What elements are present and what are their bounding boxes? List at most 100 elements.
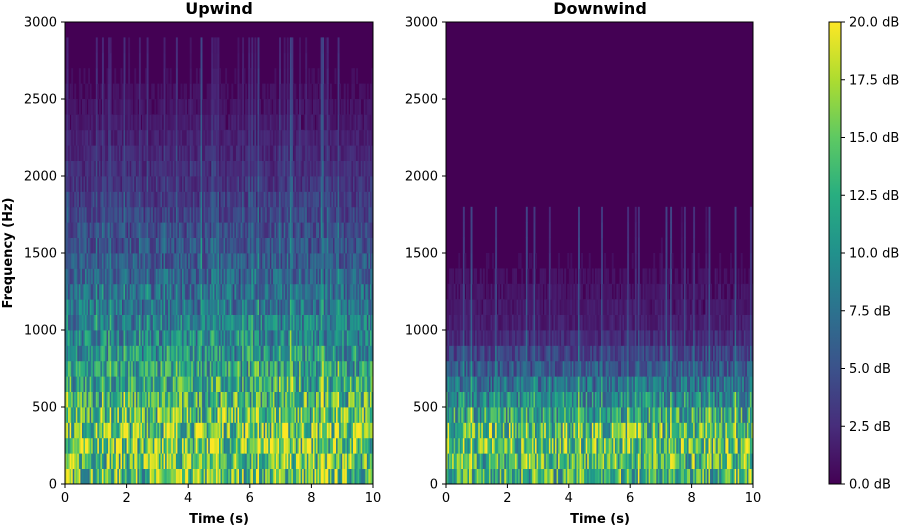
spectrogram-cell: [215, 160, 218, 177]
spectrogram-cell: [362, 422, 365, 439]
spectrogram-cell: [69, 422, 72, 439]
spectrogram-cell: [300, 437, 303, 454]
spectrogram-cell: [175, 345, 178, 362]
spectrogram-cell: [285, 145, 288, 161]
spectrogram-cell: [85, 253, 87, 269]
spectrogram-cell: [148, 407, 151, 423]
spectrogram-cell: [197, 360, 200, 377]
spectrogram-cell: [266, 206, 269, 223]
spectrogram-cell: [132, 453, 135, 469]
spectrogram-cell: [265, 468, 268, 484]
spectrogram-cell: [360, 129, 363, 146]
spectrogram-cell: [289, 345, 292, 362]
spectrogram-cell: [191, 453, 194, 469]
spectrogram-cell: [195, 360, 198, 377]
spectrogram-cell: [182, 468, 184, 484]
spectrogram-cell: [274, 191, 277, 208]
spectrogram-cell: [243, 145, 246, 161]
spectrogram-cell: [205, 99, 208, 115]
spectrogram-cell: [182, 407, 184, 423]
spectrogram-cell: [369, 437, 372, 454]
spectrogram-cell: [169, 206, 172, 223]
spectrogram-cell: [220, 360, 223, 377]
spectrogram-cell: [322, 407, 325, 423]
spectrogram-cell: [252, 437, 255, 454]
spectrogram-cell: [248, 253, 251, 269]
spectrogram-cell: [222, 453, 225, 469]
spectrogram-cell: [254, 345, 257, 362]
spectrogram-cell: [214, 453, 217, 469]
spectrogram-cell: [268, 376, 271, 392]
spectrogram-cell: [178, 176, 181, 192]
spectrogram-cell: [160, 314, 163, 331]
spectrogram-cell: [262, 360, 265, 377]
spectrogram-cell: [266, 268, 269, 285]
spectrogram-cell: [180, 237, 183, 254]
spectrogram-cell: [91, 391, 94, 408]
spectrogram-cell: [234, 268, 237, 285]
spectrogram-cell: [165, 253, 168, 269]
spectrogram-cell: [168, 268, 171, 285]
spectrogram-cell: [220, 253, 223, 269]
spectrogram-cell: [100, 407, 103, 423]
spectrogram-cell: [317, 422, 320, 439]
spectrogram-cell: [279, 99, 281, 115]
spectrogram-cell: [197, 237, 200, 254]
spectrogram-cell: [300, 191, 303, 208]
spectrogram-cell: [222, 206, 225, 223]
spectrogram-cell: [346, 99, 349, 115]
spectrogram-cell: [91, 407, 94, 423]
spectrogram-cell: [297, 253, 300, 269]
spectrogram-cell: [98, 407, 101, 423]
spectrogram-cell: [195, 314, 198, 331]
spectrogram-cell: [165, 206, 168, 223]
spectrogram-cell: [140, 407, 143, 423]
spectrogram-cell: [191, 422, 194, 439]
spectrogram-cell: [185, 176, 188, 192]
spectrogram-cell: [115, 391, 118, 408]
spectrogram-cell: [89, 253, 92, 269]
spectrogram-cell: [125, 268, 127, 285]
spectrogram-cell: [118, 206, 121, 223]
spectrogram-cell: [356, 160, 358, 177]
spectrogram-cell: [149, 191, 152, 208]
spectrogram-cell: [291, 176, 294, 192]
spectrogram-cell: [243, 268, 246, 285]
spectrogram-cell: [112, 314, 115, 331]
spectrogram-cell: [71, 299, 74, 315]
spectrogram-cell: [339, 191, 342, 208]
spectrogram-cell: [134, 345, 137, 362]
spectrogram-cell: [332, 360, 335, 377]
spectrogram-cell: [342, 422, 345, 439]
spectrogram-cell: [332, 468, 335, 484]
spectrogram-cell: [125, 222, 127, 238]
spectrogram-cell: [357, 360, 360, 377]
spectrogram-cell: [149, 268, 152, 285]
spectrogram-cell: [332, 145, 335, 161]
spectrogram-cell: [309, 299, 312, 315]
spectrogram-cell: [343, 160, 346, 177]
spectrogram-cell: [349, 145, 352, 161]
spectrogram-cell: [231, 283, 234, 300]
spectrogram-cell: [349, 114, 352, 131]
spectrogram-cell: [262, 160, 265, 177]
spectrogram-cell: [205, 330, 208, 346]
spectrogram-cell: [286, 437, 289, 454]
spectrogram-cell: [312, 453, 315, 469]
spectrogram-cell: [240, 299, 243, 315]
spectrogram-cell: [337, 145, 340, 161]
spectrogram-cell: [118, 283, 121, 300]
spectrogram-cell: [362, 129, 365, 146]
spectrogram-cell: [259, 437, 261, 454]
spectrogram-cell: [217, 330, 220, 346]
spectrogram-cell: [140, 376, 143, 392]
spectrogram-cell: [346, 376, 349, 392]
spectrogram-cell: [191, 314, 194, 331]
spectrogram-cell: [362, 360, 365, 377]
spectrogram-cell: [98, 391, 101, 408]
spectrogram-cell: [291, 330, 294, 346]
spectrogram-cell: [148, 145, 151, 161]
spectrogram-cell: [369, 160, 372, 177]
spectrogram-cell: [331, 176, 334, 192]
spectrogram-cell: [366, 160, 369, 177]
